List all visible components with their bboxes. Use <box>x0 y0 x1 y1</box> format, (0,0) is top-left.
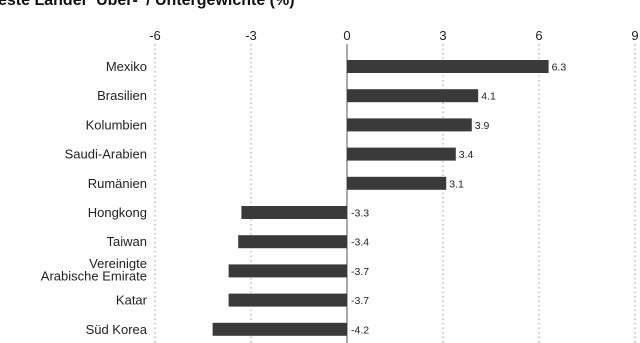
category-label: Taiwan <box>107 234 147 249</box>
x-tick-label: 3 <box>439 28 446 43</box>
x-tick-label: -3 <box>245 28 257 43</box>
bar <box>347 176 447 190</box>
bar <box>238 235 347 249</box>
data-label: 6.3 <box>552 62 567 74</box>
data-label: -3.7 <box>351 295 369 307</box>
category-label: Süd Korea <box>86 322 148 337</box>
category-label: Mexiko <box>106 59 147 74</box>
bar <box>212 322 347 336</box>
bar <box>347 60 549 73</box>
data-label: 3.4 <box>459 149 474 161</box>
category-label: Vereinigte Arabische Emirate <box>41 256 147 284</box>
category-label: Hongkong <box>88 205 147 220</box>
data-label: 3.1 <box>449 178 464 190</box>
category-label: Brasilien <box>97 88 147 103</box>
bar <box>241 206 347 219</box>
category-label: Kolumbien <box>86 117 147 132</box>
data-label: -3.7 <box>351 266 369 278</box>
category-label: Rumänien <box>88 176 147 191</box>
bar <box>228 293 347 307</box>
bar <box>347 89 479 103</box>
bar <box>347 118 472 132</box>
bar <box>347 147 456 161</box>
x-tick-label: 9 <box>631 28 638 43</box>
data-label: 3.9 <box>475 120 490 132</box>
data-label: 4.1 <box>481 91 496 103</box>
x-tick-label: 6 <box>535 28 542 43</box>
x-tick-label: 0 <box>343 28 350 43</box>
data-label: -4.2 <box>351 324 369 336</box>
category-label: Katar <box>116 293 148 308</box>
data-label: -3.3 <box>351 208 369 220</box>
x-tick-label: -6 <box>149 28 161 43</box>
category-label: Saudi-Arabien <box>65 147 147 162</box>
bar <box>228 264 347 278</box>
data-label: -3.4 <box>351 237 369 249</box>
chart-title: este Länder 'Über-' / Untergewichte (%) <box>0 0 295 9</box>
